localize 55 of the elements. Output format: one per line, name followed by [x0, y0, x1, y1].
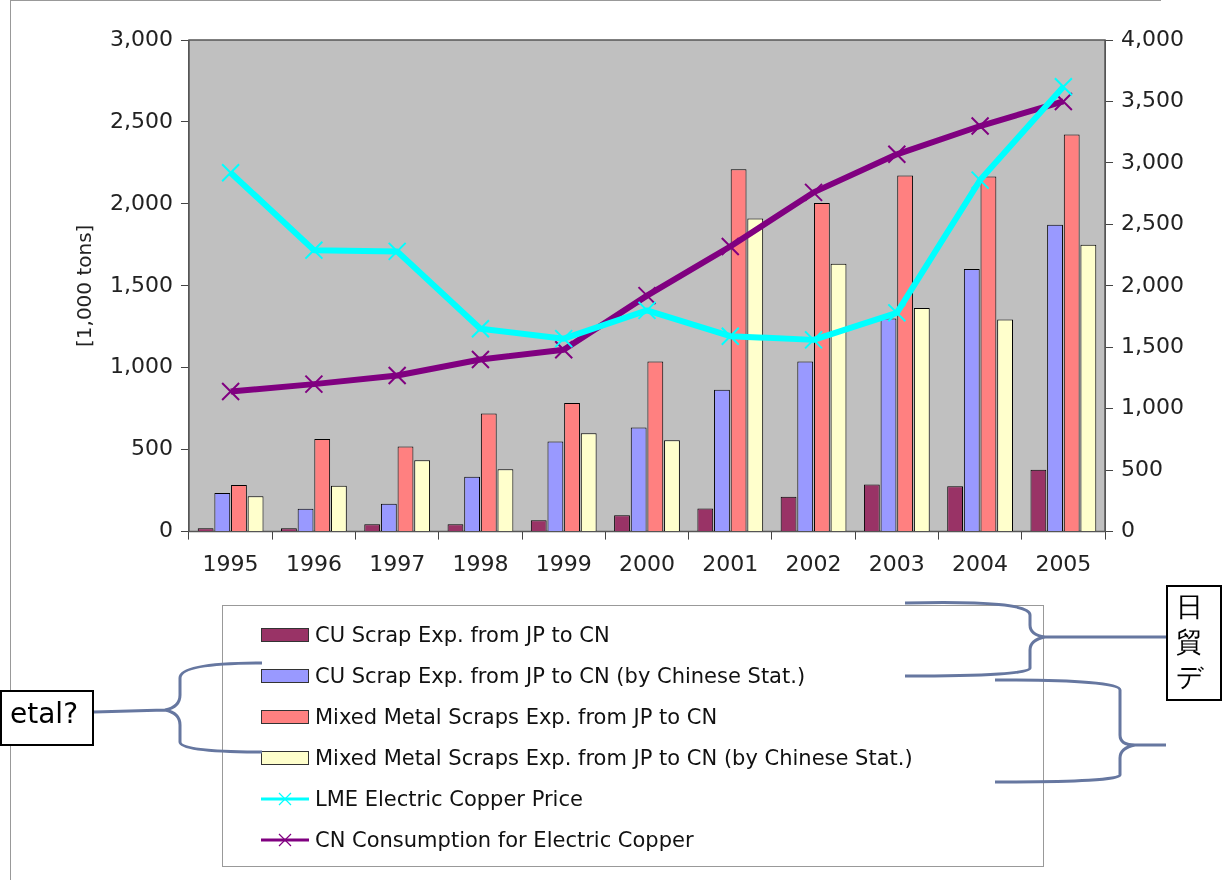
y-axis-title: [1,000 tons]	[72, 224, 97, 347]
point	[221, 163, 241, 183]
point	[387, 366, 407, 385]
x-tick-label: 2003	[868, 550, 925, 576]
y-tick-label: 1,000	[110, 353, 173, 379]
point	[304, 240, 324, 260]
x-tick-label: 2005	[1035, 550, 1092, 576]
point	[554, 340, 574, 360]
point	[887, 303, 907, 323]
legend-label: CU Scrap Exp. from JP to CN	[315, 622, 610, 647]
y2-tick-label: 4,000	[1121, 25, 1184, 51]
y2-tick-label: 2,000	[1121, 271, 1184, 297]
y-tick-label: 0	[158, 517, 173, 543]
point	[637, 300, 657, 320]
y2-tick-label: 2,500	[1121, 210, 1184, 236]
legend-label: Mixed Metal Scraps Exp. from JP to CN	[315, 704, 718, 729]
point	[804, 330, 824, 350]
y2-tick-label: 500	[1121, 455, 1164, 481]
y2-tick-label: 0	[1121, 517, 1136, 543]
x-tick-label: 1995	[202, 550, 259, 576]
y-tick-label: 2,000	[110, 189, 173, 215]
legend-label: CN Consumption for Electric Copper	[315, 827, 694, 852]
x-tick-label: 2004	[952, 550, 1009, 576]
text: 日貿デ	[1166, 585, 1222, 701]
y-tick-label: 2,500	[110, 107, 173, 133]
x-tick-label: 1999	[535, 550, 592, 576]
legend-label: Mixed Metal Scraps Exp. from JP to CN (by Chinese Stat.)	[315, 745, 913, 770]
point	[887, 144, 907, 164]
point	[970, 116, 990, 136]
point	[554, 329, 574, 349]
legend-label: CU Scrap Exp. from JP to CN (by Chinese Stat.)	[315, 663, 806, 688]
y2-tick-label: 3,000	[1121, 148, 1184, 174]
point	[720, 326, 740, 346]
y2-tick-label: 1,000	[1121, 394, 1184, 420]
legend-label: LME Electric Copper Price	[315, 786, 583, 811]
y-tick-label: 500	[130, 435, 173, 461]
point	[470, 319, 490, 339]
x-tick-label: 2000	[619, 550, 675, 576]
point	[970, 170, 990, 190]
point	[470, 350, 490, 370]
text: etal?	[0, 690, 94, 746]
point	[304, 374, 324, 394]
x-tick-label: 1996	[285, 550, 342, 576]
point	[387, 241, 407, 261]
y2-tick-label: 3,500	[1121, 87, 1184, 113]
x-tick-label: 2002	[785, 550, 842, 576]
point	[1053, 77, 1073, 97]
y-tick-label: 3,000	[110, 25, 173, 51]
y2-tick-label: 1,500	[1121, 332, 1184, 358]
y-tick-label: 1,500	[110, 271, 173, 297]
point	[221, 382, 241, 401]
x-tick-label: 2001	[702, 550, 759, 576]
point	[1053, 91, 1073, 111]
x-tick-label: 1997	[369, 550, 426, 576]
x-tick-label: 1998	[452, 550, 509, 576]
